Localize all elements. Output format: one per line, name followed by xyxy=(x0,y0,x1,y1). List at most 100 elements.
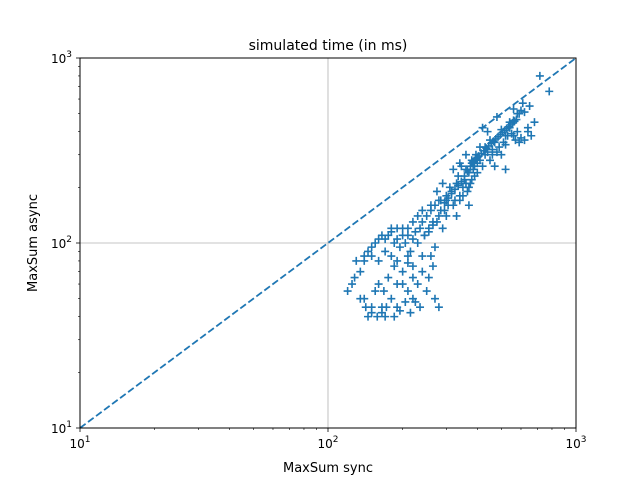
data-point xyxy=(403,287,412,296)
data-point xyxy=(398,267,407,276)
data-point xyxy=(350,273,359,282)
data-point xyxy=(371,287,380,296)
reference-line xyxy=(79,57,577,429)
data-point xyxy=(438,179,447,188)
data-point xyxy=(403,252,412,261)
data-point xyxy=(492,112,501,121)
data-point xyxy=(422,287,431,296)
data-point xyxy=(467,175,476,184)
data-point xyxy=(348,280,357,289)
data-point xyxy=(422,211,431,220)
data-point xyxy=(485,156,494,165)
data-point xyxy=(452,211,461,220)
data-point xyxy=(527,131,536,140)
y-tick-label: 103 xyxy=(51,50,72,66)
data-point xyxy=(384,273,393,282)
data-point xyxy=(523,123,532,132)
data-point xyxy=(473,153,482,162)
data-point xyxy=(387,252,396,261)
data-point xyxy=(440,198,449,207)
data-point xyxy=(413,239,422,247)
data-point xyxy=(403,231,412,240)
data-point xyxy=(364,312,373,321)
data-point xyxy=(432,187,441,196)
data-point xyxy=(512,115,521,124)
data-point xyxy=(518,99,527,108)
data-point xyxy=(442,211,451,220)
data-point xyxy=(373,312,382,321)
data-point xyxy=(408,235,417,244)
data-point xyxy=(403,258,412,267)
data-point xyxy=(450,185,459,194)
data-point xyxy=(352,256,361,265)
data-point xyxy=(411,227,420,236)
data-point xyxy=(356,267,365,276)
data-point xyxy=(367,252,376,261)
data-point xyxy=(545,87,554,96)
data-point xyxy=(455,159,464,168)
chart-title: simulated time (in ms) xyxy=(249,38,408,54)
data-point xyxy=(481,143,490,152)
data-point xyxy=(444,194,453,203)
data-point xyxy=(461,150,470,159)
data-point xyxy=(413,280,422,289)
data-point xyxy=(455,196,464,205)
data-point xyxy=(463,187,472,196)
data-point xyxy=(497,150,506,159)
data-point xyxy=(411,297,420,306)
data-point xyxy=(424,273,433,282)
x-tick-label: 103 xyxy=(565,435,586,451)
data-point xyxy=(434,196,443,205)
data-point xyxy=(371,239,380,247)
data-point xyxy=(416,224,425,233)
y-tick-label: 101 xyxy=(51,420,72,436)
data-point xyxy=(418,252,427,261)
data-point xyxy=(501,140,510,149)
data-point xyxy=(343,287,352,296)
data-point xyxy=(436,206,445,215)
data-point xyxy=(418,217,427,226)
data-point xyxy=(430,294,439,303)
data-point xyxy=(406,247,415,256)
data-point xyxy=(381,247,390,256)
data-point xyxy=(490,162,499,171)
data-point xyxy=(483,127,492,136)
data-point xyxy=(408,273,417,282)
data-point xyxy=(520,108,529,117)
data-point xyxy=(466,162,475,171)
data-point xyxy=(513,127,522,136)
data-point xyxy=(364,247,373,256)
y-axis-ticks: 101 102 103 xyxy=(51,50,80,436)
data-point xyxy=(438,224,447,233)
data-point xyxy=(430,243,439,252)
data-point xyxy=(356,294,365,303)
data-point xyxy=(464,201,473,210)
data-point xyxy=(449,165,458,174)
data-point xyxy=(461,165,470,174)
data-point xyxy=(367,243,376,252)
data-point xyxy=(458,191,467,200)
x-tick-label: 102 xyxy=(317,435,338,451)
data-point xyxy=(449,201,458,210)
data-points xyxy=(343,71,554,321)
data-point xyxy=(367,308,376,317)
data-point xyxy=(393,256,402,265)
data-point xyxy=(390,239,399,247)
data-point xyxy=(509,131,518,140)
data-point xyxy=(464,183,473,192)
diagonal-reference-line xyxy=(79,57,577,429)
data-point xyxy=(509,105,518,114)
data-point xyxy=(530,118,539,127)
data-point xyxy=(395,243,404,252)
data-point xyxy=(426,201,435,210)
data-point xyxy=(525,102,534,111)
data-point xyxy=(488,150,497,159)
data-point xyxy=(390,262,399,271)
data-point xyxy=(379,287,388,296)
data-point xyxy=(520,136,529,145)
data-point xyxy=(416,303,425,312)
data-point xyxy=(473,168,482,177)
data-point xyxy=(413,211,422,220)
data-point xyxy=(393,280,402,289)
